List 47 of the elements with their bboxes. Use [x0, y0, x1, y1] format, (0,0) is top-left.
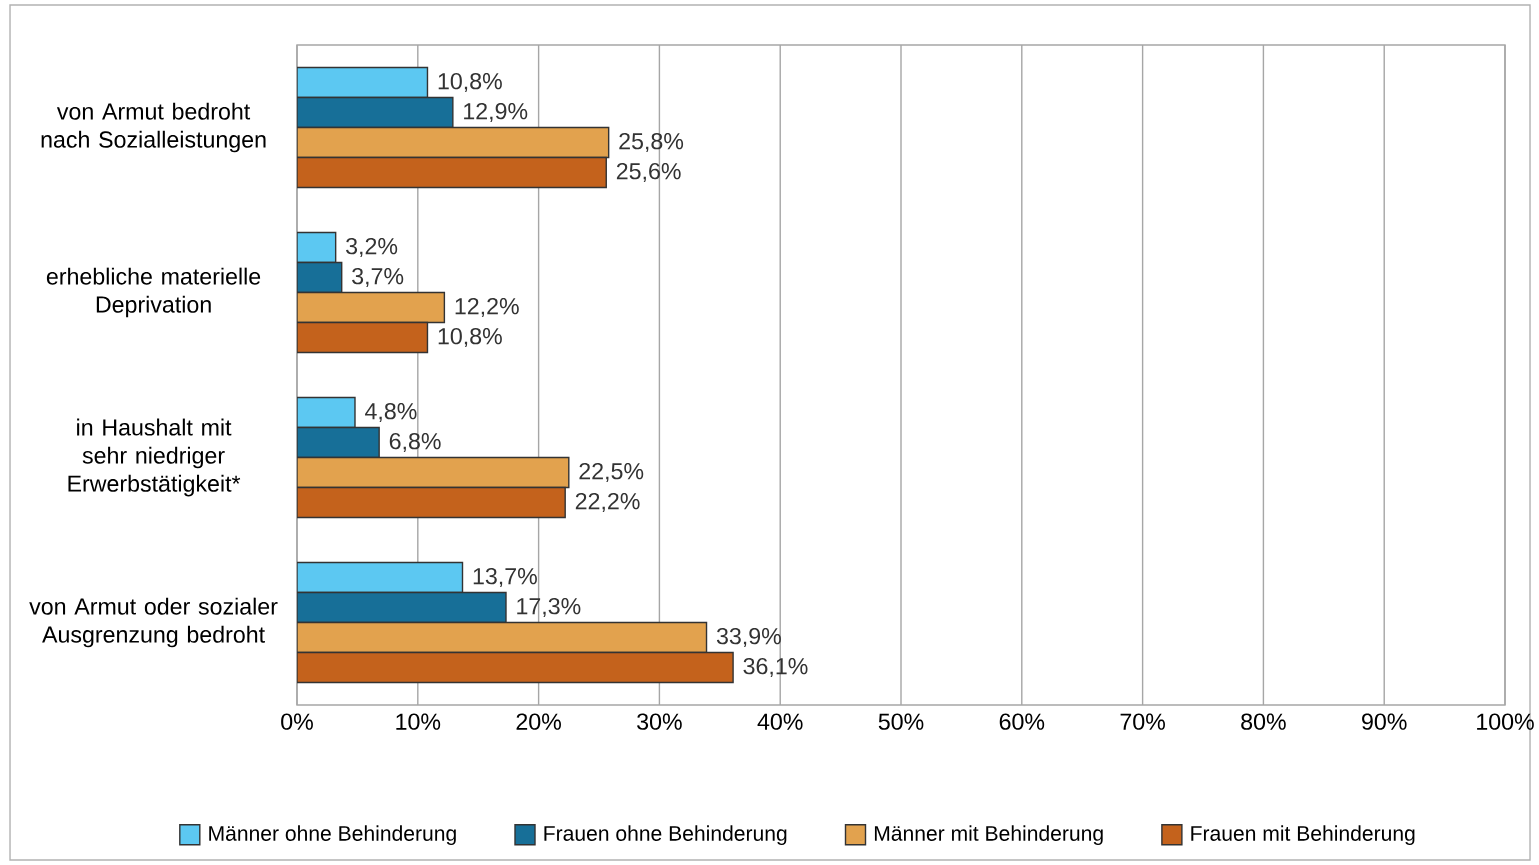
- x-tick-label: 60%: [999, 713, 1045, 730]
- x-tick-label: 0%: [281, 713, 313, 730]
- y-tick-label: in Haushalt mit sehr niedriger Erwerbstätigkeit*: [68, 418, 241, 497]
- data-label: 4,8%: [365, 402, 417, 423]
- legend-label: Männer ohne Behinderung: [209, 825, 456, 846]
- y-tick-label: von Armut oder sozialer Ausgrenzung bedroht: [29, 597, 278, 648]
- bar: [297, 156, 607, 189]
- bar: [297, 621, 708, 654]
- bar: [297, 486, 566, 519]
- bar: [297, 651, 734, 684]
- x-tick-label: 20%: [516, 713, 561, 730]
- data-label: 22,5%: [579, 462, 644, 483]
- y-tick-label: erhebliche materielle Deprivation: [46, 267, 261, 318]
- bar: [297, 321, 429, 354]
- data-label: 13,7%: [473, 567, 537, 588]
- y-tick-label: von Armut bedroht nach Sozialleistungen: [41, 102, 266, 153]
- x-tick-label: 40%: [757, 713, 803, 730]
- x-tick-label: 10%: [396, 713, 441, 730]
- x-tick-label: 70%: [1120, 713, 1165, 730]
- data-label: 36,1%: [743, 657, 808, 678]
- data-label: 3,2%: [346, 237, 398, 258]
- bar: [297, 126, 610, 159]
- bar: [297, 396, 356, 429]
- data-label: 12,2%: [455, 297, 519, 318]
- x-tick-label: 90%: [1362, 713, 1407, 730]
- x-tick-label: 100%: [1477, 713, 1534, 730]
- legend-label: Frauen mit Behinderung: [1191, 825, 1415, 846]
- x-tick-label: 50%: [878, 713, 924, 730]
- legend-label: Männer mit Behinderung: [874, 825, 1103, 846]
- data-label: 25,8%: [619, 132, 684, 153]
- x-tick-label: 80%: [1241, 713, 1286, 730]
- data-label: 22,2%: [575, 492, 640, 513]
- bar: [297, 291, 446, 324]
- bar: [297, 561, 464, 594]
- data-label: 33,9%: [716, 627, 781, 648]
- bar: [297, 456, 570, 489]
- bar: [297, 66, 429, 99]
- x-tick-label: 30%: [637, 713, 682, 730]
- bar: [297, 231, 337, 264]
- data-label: 17,3%: [517, 597, 581, 618]
- data-label: 10,8%: [438, 327, 502, 348]
- data-label: 25,6%: [616, 162, 681, 183]
- data-label: 12,9%: [464, 102, 528, 123]
- legend-label: Frauen ohne Behinderung: [544, 825, 787, 846]
- data-label: 3,7%: [352, 267, 404, 288]
- data-label: 6,8%: [389, 432, 441, 453]
- data-label: 10,8%: [438, 72, 502, 93]
